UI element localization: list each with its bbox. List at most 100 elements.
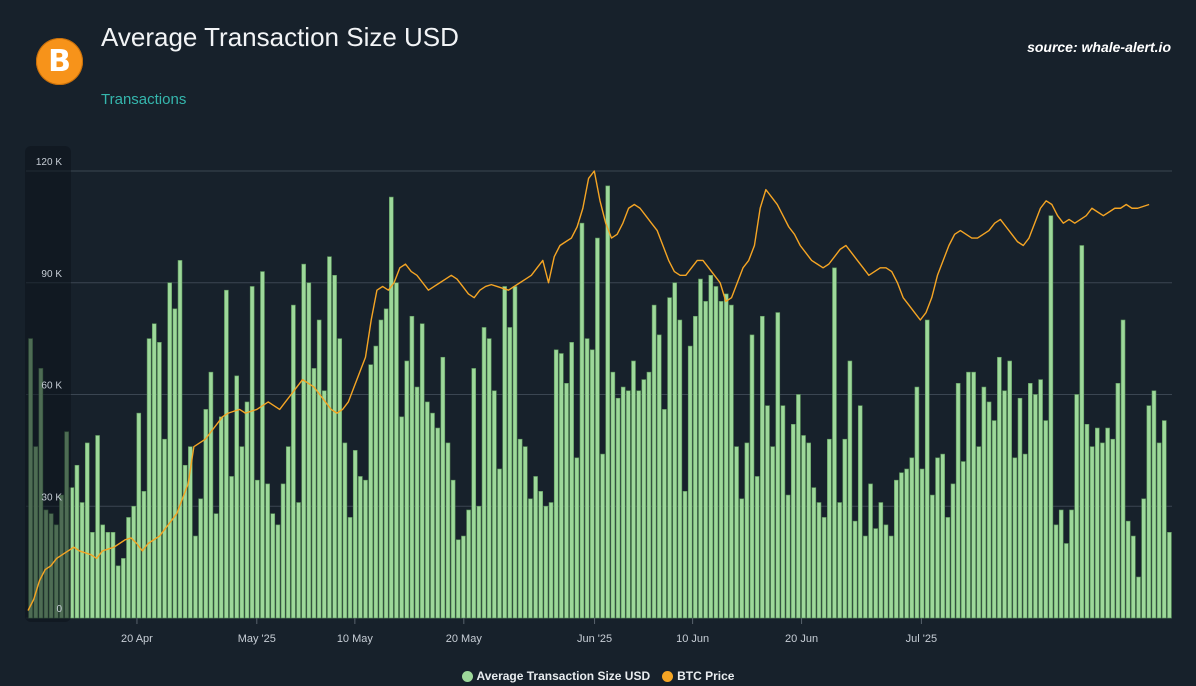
bar[interactable] (306, 282, 312, 619)
bar[interactable] (667, 297, 672, 619)
bar[interactable] (857, 405, 863, 619)
bar[interactable] (332, 274, 337, 619)
bar[interactable] (682, 491, 688, 619)
bar[interactable] (636, 390, 641, 619)
bar[interactable] (244, 401, 250, 619)
bar[interactable] (991, 420, 997, 619)
bar[interactable] (358, 476, 363, 619)
bar[interactable] (832, 267, 837, 619)
bar[interactable] (1012, 457, 1018, 619)
bar[interactable] (744, 442, 750, 619)
bar[interactable] (1089, 446, 1095, 619)
bar[interactable] (265, 483, 270, 619)
bar[interactable] (389, 196, 394, 619)
bar[interactable] (291, 304, 296, 619)
bar[interactable] (229, 476, 234, 619)
bar[interactable] (255, 479, 260, 619)
bar[interactable] (1058, 509, 1064, 619)
bar[interactable] (553, 349, 559, 619)
bar[interactable] (930, 494, 935, 619)
bar[interactable] (239, 446, 245, 619)
bar[interactable] (347, 517, 353, 619)
bar[interactable] (631, 360, 636, 619)
bar[interactable] (821, 517, 827, 619)
bar[interactable] (1079, 245, 1085, 619)
bar[interactable] (425, 401, 430, 619)
bar[interactable] (811, 487, 817, 619)
bar[interactable] (260, 271, 265, 619)
bar[interactable] (208, 371, 214, 619)
bar[interactable] (322, 390, 327, 619)
bar[interactable] (713, 286, 719, 619)
bar[interactable] (188, 446, 193, 619)
bar[interactable] (1022, 453, 1028, 619)
bar[interactable] (115, 565, 121, 619)
bar[interactable] (693, 315, 698, 619)
bar[interactable] (311, 368, 317, 619)
bar[interactable] (615, 397, 621, 619)
bar[interactable] (997, 356, 1002, 619)
bar[interactable] (1038, 379, 1043, 619)
bar[interactable] (79, 502, 85, 619)
bar[interactable] (1028, 383, 1033, 619)
bar[interactable] (754, 476, 760, 619)
bar[interactable] (971, 371, 976, 619)
bar[interactable] (894, 479, 899, 619)
bar[interactable] (146, 338, 152, 619)
bar[interactable] (863, 535, 868, 619)
bar[interactable] (249, 286, 255, 619)
bar[interactable] (1115, 383, 1121, 619)
bar[interactable] (471, 368, 477, 619)
bar[interactable] (177, 260, 183, 619)
bar[interactable] (610, 371, 616, 619)
bar[interactable] (765, 405, 770, 619)
bar[interactable] (1074, 394, 1079, 619)
bar[interactable] (1064, 543, 1069, 619)
bar[interactable] (373, 345, 379, 619)
bar[interactable] (1100, 442, 1105, 619)
bar[interactable] (981, 386, 987, 619)
bar[interactable] (203, 409, 209, 619)
bar[interactable] (1105, 427, 1110, 619)
bar[interactable] (966, 371, 971, 619)
bar[interactable] (955, 383, 961, 619)
bar[interactable] (790, 423, 796, 619)
bar[interactable] (1069, 509, 1074, 619)
bar[interactable] (285, 446, 291, 619)
bar[interactable] (502, 286, 507, 619)
bar[interactable] (404, 360, 410, 619)
chart-subtitle[interactable]: Transactions (101, 91, 187, 108)
bar[interactable] (497, 468, 502, 619)
bar[interactable] (193, 535, 198, 619)
bar[interactable] (909, 457, 915, 619)
bar[interactable] (456, 539, 461, 619)
bar[interactable] (780, 405, 786, 619)
bar[interactable] (760, 315, 765, 619)
bar[interactable] (461, 535, 466, 619)
bar[interactable] (677, 319, 683, 619)
bar[interactable] (1007, 360, 1012, 619)
bar[interactable] (1033, 394, 1038, 619)
bar[interactable] (363, 479, 368, 619)
bar[interactable] (1156, 442, 1162, 619)
bar[interactable] (646, 371, 652, 619)
bar[interactable] (466, 509, 471, 619)
bar[interactable] (1095, 427, 1100, 619)
bar[interactable] (904, 468, 909, 619)
bar[interactable] (528, 498, 533, 619)
bar[interactable] (837, 502, 842, 619)
bar[interactable] (827, 438, 832, 619)
bar[interactable] (564, 383, 569, 619)
bar[interactable] (394, 282, 399, 619)
bar[interactable] (512, 286, 518, 619)
bar[interactable] (888, 535, 894, 619)
bar[interactable] (651, 304, 657, 619)
bar[interactable] (806, 442, 811, 619)
bar[interactable] (919, 468, 925, 619)
bar[interactable] (167, 282, 172, 619)
bar[interactable] (182, 464, 188, 619)
bar[interactable] (976, 446, 982, 619)
btc-price-line[interactable] (27, 170, 1150, 611)
bar[interactable] (218, 416, 224, 619)
bar[interactable] (399, 416, 404, 619)
